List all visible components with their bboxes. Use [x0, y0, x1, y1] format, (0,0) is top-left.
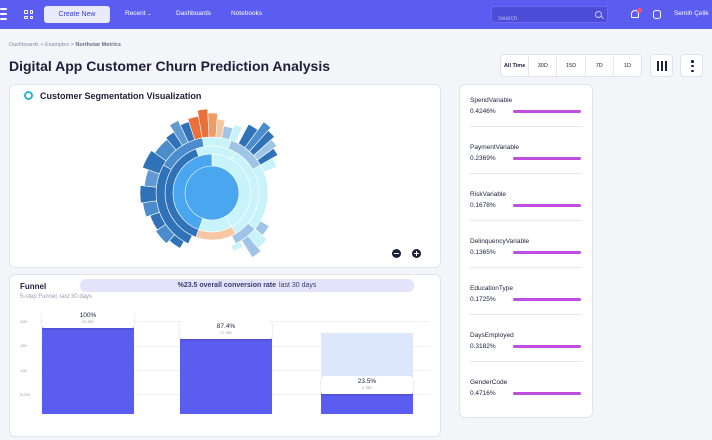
feature-row: GenderCode 0.4716% [470, 379, 582, 397]
page-title: Digital App Customer Churn Prediction An… [9, 58, 331, 74]
segmentation-logo-icon [24, 91, 33, 100]
funnel-percent: 87.4% [216, 323, 236, 330]
range-all-time[interactable]: All Time [501, 55, 530, 76]
funnel-subtitle: 5-step Funnel, last 30 days [20, 294, 93, 300]
y-tick-label: 20K [20, 319, 28, 324]
search-icon[interactable] [595, 11, 602, 18]
feature-row: SpendVariable 0.4246% [470, 97, 582, 127]
funnel-bar[interactable] [180, 339, 272, 414]
feature-name: PaymentVariable [470, 144, 520, 151]
feature-name: GenderCode [470, 379, 508, 386]
notification-badge [637, 8, 642, 13]
sliders-icon [657, 61, 667, 71]
feature-row: DelinquencyVariable 0.1365% [470, 238, 582, 268]
funnel-percent: 23.5% [357, 378, 377, 385]
nav-recent[interactable]: Recent ⌄ [125, 10, 152, 17]
feature-value: 0.1725% [470, 296, 496, 303]
menu-icon[interactable] [0, 8, 7, 20]
breadcrumb-dashboards[interactable]: Dashboards [9, 42, 39, 48]
feature-bar [513, 110, 581, 113]
feature-name: DelinquencyVariable [470, 238, 530, 245]
feature-name: SpendVariable [470, 97, 513, 104]
funnel-count: 20.35K [81, 320, 95, 324]
funnel-bar-label: 100% 20.35K [42, 310, 134, 328]
feature-value: 0.1678% [470, 202, 496, 209]
breadcrumb-separator: > [70, 42, 74, 48]
divider [470, 173, 582, 174]
range-7d[interactable]: 7D [586, 55, 614, 76]
nav-dashboards[interactable]: Dashboards [176, 10, 212, 17]
conversion-rate-value: %23.5 overall conversion rate [177, 282, 277, 289]
chevron-down-icon: ⌄ [147, 11, 152, 17]
time-range-selector: All Time 30D 15D 7D 1D [500, 54, 642, 77]
user-name[interactable]: Semih Çelik [674, 10, 709, 17]
funnel-percent: 100% [79, 312, 97, 319]
nav-recent-label: Recent [125, 10, 146, 17]
kebab-icon [691, 60, 694, 72]
breadcrumb: Dashboards > Examples > Northstar Metric… [9, 42, 121, 48]
more-options-button[interactable] [680, 54, 703, 77]
breadcrumb-separator: > [40, 42, 44, 48]
divider [470, 314, 582, 315]
feature-row: RiskVariable 0.1678% [470, 191, 582, 221]
y-tick-label: 5,000 [20, 392, 31, 397]
funnel-count: 17.78K [219, 331, 233, 335]
funnel-count: 4.78K [362, 386, 372, 390]
feature-value: 0.4716% [470, 390, 496, 397]
breadcrumb-current: Northstar Metrics [75, 42, 121, 48]
divider [470, 361, 582, 362]
filter-button[interactable] [650, 54, 673, 77]
segmentation-card [9, 84, 441, 268]
bell-icon[interactable] [631, 10, 639, 18]
feature-value: 0.4246% [470, 108, 496, 115]
funnel-title: Funnel [20, 282, 47, 291]
nav-notebooks[interactable]: Notebooks [231, 10, 263, 17]
range-15d[interactable]: 15D [557, 55, 586, 76]
y-tick-label: 15K [20, 343, 28, 348]
feature-bar [513, 251, 581, 254]
zoom-out-icon[interactable] [392, 249, 401, 258]
feature-value: 0.3182% [470, 343, 496, 350]
funnel-bar[interactable] [42, 328, 134, 414]
feature-name: RiskVariable [470, 191, 507, 198]
feature-row: DaysEmployed 0.3182% [470, 332, 582, 362]
apps-grid-icon[interactable] [24, 10, 33, 19]
feature-bar [513, 298, 581, 301]
conversion-rate-badge: %23.5 overall conversion rate last 30 da… [80, 279, 414, 292]
database-icon[interactable] [653, 10, 661, 19]
create-new-button[interactable]: Create New [44, 6, 110, 23]
divider [470, 267, 582, 268]
feature-row: PaymentVariable 0.2369% [470, 144, 582, 174]
breadcrumb-examples[interactable]: Examples [44, 42, 70, 48]
conversion-rate-suffix: last 30 days [279, 282, 317, 289]
feature-value: 0.2369% [470, 155, 496, 162]
feature-name: EducationType [470, 285, 514, 292]
feature-bar [513, 157, 581, 160]
funnel-bar-label: 23.5% 4.78K [321, 376, 413, 394]
funnel-bar-label: 87.4% 17.78K [180, 321, 272, 339]
search-box [491, 6, 608, 27]
search-input[interactable] [492, 11, 582, 27]
segmentation-title: Customer Segmentation Visualization [40, 91, 202, 101]
divider [470, 126, 582, 127]
zoom-in-icon[interactable] [412, 249, 421, 258]
y-tick-label: 10K [20, 368, 28, 373]
feature-value: 0.1365% [470, 249, 496, 256]
range-1d[interactable]: 1D [623, 62, 631, 69]
feature-bar [513, 345, 581, 348]
feature-bar [513, 204, 581, 207]
range-30d[interactable]: 30D [529, 55, 558, 76]
feature-name: DaysEmployed [470, 332, 514, 339]
divider [470, 220, 582, 221]
feature-bar [513, 392, 581, 395]
funnel-bar[interactable] [321, 394, 413, 414]
feature-row: EducationType 0.1725% [470, 285, 582, 315]
